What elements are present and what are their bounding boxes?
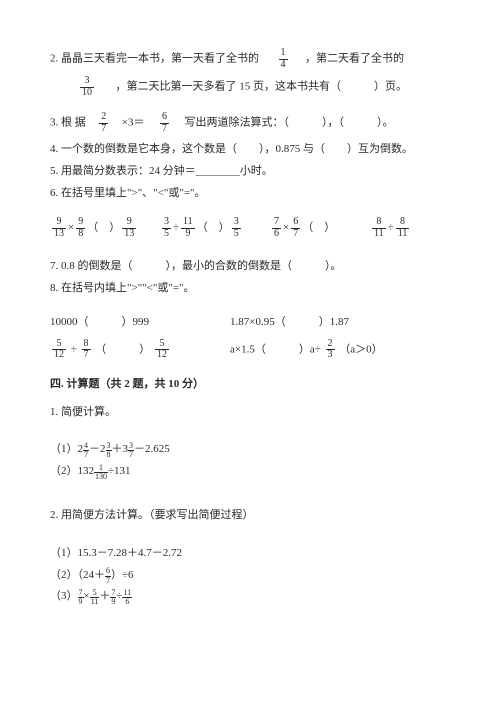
q6-c3: 76×67（ ） [270,217,370,239]
q2-text-b: ，第二天看了全书的 [305,53,404,65]
s4q2-item3: （3）79×511＋79÷116 [50,587,454,607]
frac-2-7: 27 [99,112,108,134]
q6-line: 6. 在括号里填上">"、"<"或"="。 [50,184,454,204]
q8-row1: 10000（ ）999 1.87×0.95（ ）1.87 [50,313,454,333]
q7-line: 7. 0.8 的倒数是（ ），最小的合数的倒数是（ ）。 [50,257,454,277]
s4q1-title: 1. 简便计算。 [50,403,454,423]
q2-line2: 310 ，第二天比第一天多看了 15 页，这本书共有（ ）页。 [50,76,454,98]
worksheet-page: 2. 晶晶三天看完一本书，第一天看了全书的 14 ，第二天看了全书的 310 ，… [0,0,500,633]
frac-6-7: 67 [160,112,169,134]
q3-text-a: 3. 根 据 [50,117,86,129]
q8r1-c1: 10000（ ）999 [50,313,230,333]
s4q1-item2: （2）1321130÷131 [50,462,454,482]
q8r1-c2: 1.87×0.95（ ）1.87 [230,313,349,333]
q2-text-c: ，第二天比第一天多看了 15 页，这本书共有（ ）页。 [116,81,408,93]
q8r2-c2: a×1.5（ ）a÷ 23 （a＞0） [230,339,383,361]
q2-text-a: 2. 晶晶三天看完一本书，第一天看了全书的 [50,53,259,65]
q8-row2: 512 ÷ 87 （ ） 512 a×1.5（ ）a÷ 23 （a＞0） [50,339,454,361]
s4q2-title: 2. 用简便方法计算。（要求写出简便过程） [50,506,454,526]
q3-line: 3. 根 据 27 ×3＝ 67 写出两道除法算式：（ ），（ ）。 [50,112,454,134]
q6-c2: 35÷119（ ）35 [160,217,270,239]
s4q2-item1: （1）15.3－7.28＋4.7－2.72 [50,544,454,564]
q6-c4: 811÷811 [370,217,411,239]
q6-comparisons: 913×98（ ）913 35÷119（ ）35 76×67（ ） 811÷81… [50,217,454,239]
q3-text-c: 写出两道除法算式：（ ），（ ）。 [184,117,393,129]
q4-line: 4. 一个数的倒数是它本身，这个数是（ ），0.875 与（ ）互为倒数。 [50,140,454,160]
q8-line: 8. 在括号内填上">""<"或"="。 [50,279,454,299]
frac-3-10: 310 [80,76,94,98]
q5-line: 5. 用最简分数表示：24 分钟＝________小时。 [50,162,454,182]
section4-heading: 四. 计算题（共 2 题，共 10 分） [50,375,454,395]
s4q2-item2: （2）（24＋67）÷6 [50,566,454,586]
q2-line1: 2. 晶晶三天看完一本书，第一天看了全书的 14 ，第二天看了全书的 [50,48,454,70]
s4q1-item1: （1）247－238＋337－2.625 [50,440,454,460]
q6-c1: 913×98（ ）913 [50,217,160,239]
q8r2-c1: 512 ÷ 87 （ ） 512 [50,339,230,361]
frac-1-4: 14 [279,48,288,70]
q3-op: ×3＝ [122,117,145,129]
